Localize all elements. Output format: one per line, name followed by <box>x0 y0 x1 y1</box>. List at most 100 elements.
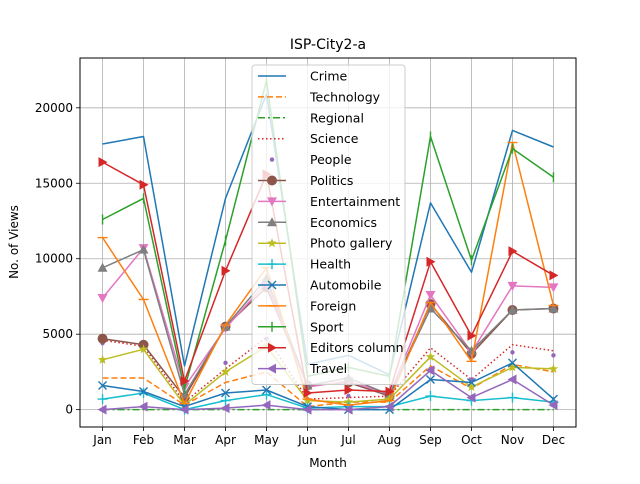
legend-item: People <box>269 152 352 167</box>
data-point <box>221 388 231 398</box>
data-point <box>426 256 436 267</box>
series-foreign <box>97 141 559 406</box>
x-tick-label: Jul <box>340 433 355 447</box>
legend-label: Regional <box>310 110 364 125</box>
x-tick-label: Oct <box>461 433 482 447</box>
x-tick-label: Aug <box>378 433 401 447</box>
legend-item: Foreign <box>258 298 356 313</box>
x-tick-label: Mar <box>173 433 196 447</box>
data-point <box>220 366 231 376</box>
data-point <box>425 391 436 402</box>
legend-item: Crime <box>258 69 348 84</box>
series-travel <box>97 365 558 415</box>
series-line <box>102 362 554 411</box>
data-point <box>179 400 190 410</box>
legend-marker <box>267 197 277 207</box>
data-point <box>97 333 108 344</box>
data-point <box>303 388 313 399</box>
legend-marker <box>267 217 277 227</box>
data-point <box>508 246 518 257</box>
data-point <box>97 404 107 415</box>
data-point <box>221 265 231 276</box>
data-point <box>97 293 108 303</box>
data-point <box>466 345 477 355</box>
legend-label: Health <box>310 257 351 272</box>
series-editors-column <box>98 157 559 399</box>
x-tick-label: Sep <box>419 433 442 447</box>
legend: Crime Technology Regional Science People Poli… <box>251 64 406 385</box>
data-point <box>139 387 149 397</box>
data-point <box>384 394 395 404</box>
data-point <box>507 362 518 372</box>
legend-marker <box>267 363 276 374</box>
x-axis-label: Month <box>309 456 347 470</box>
legend-item: Economics <box>258 215 377 230</box>
data-point <box>98 381 108 390</box>
data-point <box>97 394 108 405</box>
data-point <box>302 395 313 405</box>
data-point <box>97 354 108 364</box>
series-line <box>102 369 554 411</box>
data-point <box>98 157 108 168</box>
data-point <box>507 374 517 385</box>
legend-item: Editors column <box>258 340 404 355</box>
data-point <box>346 393 351 399</box>
x-tick-label: Jan <box>92 433 112 447</box>
legend-label: Economics <box>310 215 377 230</box>
x-tick-label: Jun <box>297 433 317 447</box>
legend-item: Automobile <box>258 278 382 293</box>
data-point <box>466 392 476 403</box>
data-point <box>507 392 518 403</box>
data-point <box>548 400 558 411</box>
legend-item: Sport <box>258 319 344 334</box>
data-point <box>261 400 271 411</box>
plot-frame <box>79 57 577 428</box>
data-point <box>549 270 559 281</box>
x-tick-label: Dec <box>542 433 565 447</box>
legend-item: Politics <box>258 173 353 188</box>
chart-title: ISP-City2-a <box>290 37 366 53</box>
legend-item: Regional <box>258 110 364 125</box>
axis-ticks: Jan Feb Mar Apr May Jun Jul Aug Sep Oct Nov Dec 0 500… <box>35 101 565 447</box>
data-point <box>302 404 312 415</box>
data-point <box>139 179 149 190</box>
legend-item: Photo gallery <box>258 236 393 251</box>
data-point <box>425 365 435 376</box>
legend-marker <box>269 157 275 162</box>
data-point <box>138 244 149 254</box>
data-point <box>220 403 230 414</box>
data-point <box>138 401 148 412</box>
data-point <box>344 385 354 396</box>
legend-label: Entertainment <box>310 194 400 209</box>
data-point <box>343 397 354 407</box>
data-point <box>548 363 559 373</box>
x-tick-label: Apr <box>215 433 236 447</box>
legend-box <box>251 64 406 385</box>
legend-item: Technology <box>258 89 381 104</box>
legend-item: Health <box>258 257 351 272</box>
data-point <box>507 305 518 315</box>
y-tick-label: 20000 <box>35 101 73 115</box>
data-point <box>261 389 272 400</box>
legend-label: Editors column <box>310 340 404 355</box>
legend-marker <box>268 342 277 353</box>
series-line <box>102 161 554 394</box>
data-point <box>425 351 436 361</box>
data-point <box>425 290 436 300</box>
series-automobile <box>98 358 558 415</box>
legend-marker <box>267 259 277 270</box>
data-point <box>551 353 556 358</box>
data-point <box>384 401 394 412</box>
legend-item: Science <box>258 131 359 146</box>
legend-label: Automobile <box>310 278 382 293</box>
data-point <box>223 360 228 366</box>
data-point <box>548 283 559 293</box>
data-point <box>507 358 517 368</box>
data-point <box>507 281 518 291</box>
x-tick-label: Feb <box>133 433 154 447</box>
data-point <box>343 404 353 415</box>
data-point <box>179 404 189 415</box>
data-point <box>180 375 190 386</box>
legend-label: Technology <box>309 89 381 104</box>
data-point <box>466 377 476 387</box>
